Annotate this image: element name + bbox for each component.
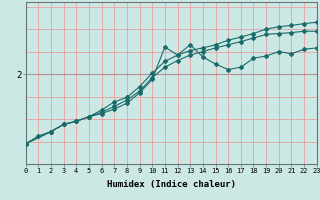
X-axis label: Humidex (Indice chaleur): Humidex (Indice chaleur) (107, 180, 236, 189)
